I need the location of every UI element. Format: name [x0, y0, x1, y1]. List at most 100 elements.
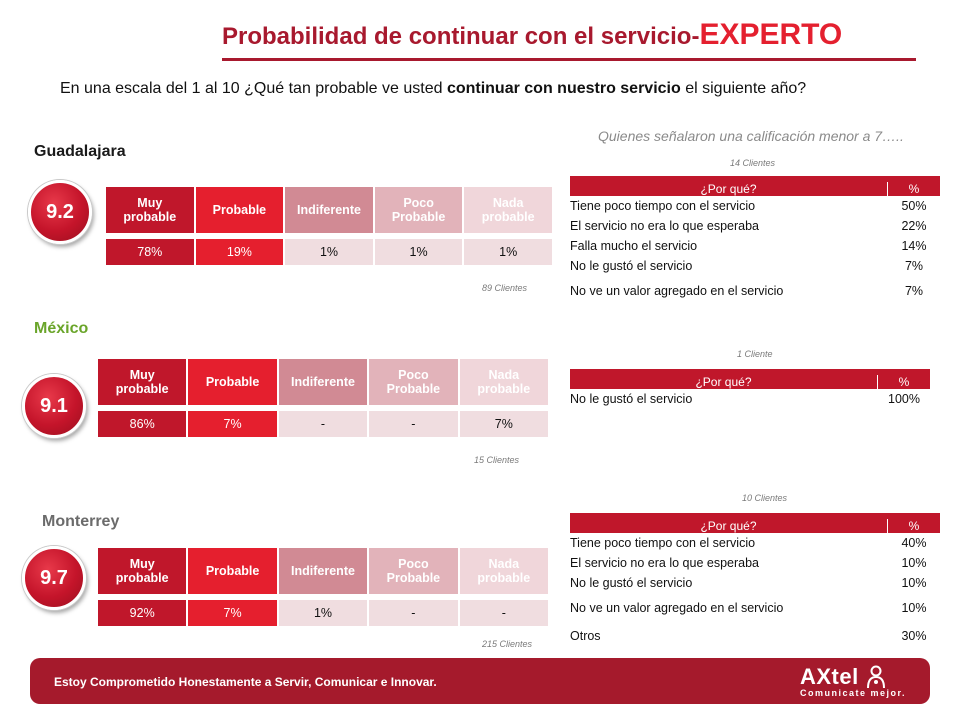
header-poco-probable: Poco Probable: [374, 187, 463, 233]
scale-table-monterrey: Muy probable Probable Indiferente Poco P…: [98, 548, 548, 626]
scale-table-guadalajara: Muy probable Probable Indiferente Poco P…: [106, 187, 552, 265]
reason-percent: 50%: [901, 199, 927, 213]
region-name-guadalajara: Guadalajara: [34, 143, 126, 160]
reasons-table-mexico: ¿Por qué?% No le gustó el servicio 100%: [570, 369, 930, 409]
question-text-end: el siguiente año?: [680, 80, 807, 97]
reason-percent: 7%: [904, 284, 924, 298]
reasons-note-mexico: 1 Cliente: [737, 349, 773, 359]
table-row: No le gustó el servicio 100%: [570, 389, 930, 409]
score-badge-monterrey: 9.7: [22, 546, 86, 610]
header-probable: Probable: [188, 359, 277, 405]
value-poco-probable: -: [369, 600, 458, 626]
reasons-note-guadalajara: 14 Clientes: [730, 158, 776, 168]
title-underline: [222, 58, 916, 61]
table-row: Tiene poco tiempo con el servicio 50%: [570, 196, 940, 216]
table-row: Falla mucho el servicio 14%: [570, 236, 940, 256]
reason-text: No ve un valor agregado en el servicio: [570, 284, 784, 298]
logo-tagline: Comunicate mejor.: [800, 688, 907, 698]
reason-text: No ve un valor agregado en el servicio: [570, 601, 784, 615]
value-probable: 7%: [188, 411, 277, 437]
reason-text: No le gustó el servicio: [570, 576, 693, 590]
header-poco-probable: Poco Probable: [369, 359, 458, 405]
table-row: No le gustó el servicio 10%: [570, 573, 940, 593]
reasons-table-guadalajara: ¿Por qué?% Tiene poco tiempo con el serv…: [570, 176, 940, 306]
header-muy-probable: Muy probable: [98, 359, 187, 405]
clients-note-monterrey: 215 Clientes: [482, 639, 533, 649]
header-indiferente: Indiferente: [285, 187, 373, 233]
reason-text: Tiene poco tiempo con el servicio: [570, 199, 756, 213]
reasons-header-percent: %: [908, 519, 920, 533]
table-row: No ve un valor agregado en el servicio 10…: [570, 593, 940, 623]
reasons-table-monterrey: ¿Por qué?% Tiene poco tiempo con el serv…: [570, 513, 940, 649]
survey-question: En una escala del 1 al 10 ¿Qué tan proba…: [60, 80, 806, 98]
reason-percent: 10%: [901, 556, 927, 570]
reason-text: No le gustó el servicio: [570, 392, 693, 406]
table-row: No le gustó el servicio 7%: [570, 256, 940, 276]
value-indiferente: 1%: [278, 600, 368, 626]
value-indiferente: -: [278, 411, 368, 437]
value-nada-probable: -: [459, 600, 548, 626]
reasons-header-question: ¿Por qué?: [570, 519, 888, 533]
reason-percent: 30%: [901, 629, 927, 643]
reason-text: No le gustó el servicio: [570, 259, 693, 273]
reason-percent: 40%: [901, 536, 927, 550]
reasons-header-question: ¿Por qué?: [570, 375, 878, 389]
score-badge-guadalajara: 9.2: [28, 180, 92, 244]
reason-text: Falla mucho el servicio: [570, 239, 698, 253]
table-row: Tiene poco tiempo con el servicio 40%: [570, 533, 940, 553]
score-badge-mexico: 9.1: [22, 374, 86, 438]
reason-text: Tiene poco tiempo con el servicio: [570, 536, 756, 550]
reason-percent: 10%: [901, 601, 927, 615]
reasons-header-question: ¿Por qué?: [570, 182, 888, 196]
clients-note-mexico: 15 Clientes: [474, 455, 520, 465]
value-muy-probable: 92%: [98, 600, 187, 626]
value-poco-probable: 1%: [374, 239, 463, 265]
clients-note-guadalajara: 89 Clientes: [482, 283, 528, 293]
reasons-header-percent: %: [898, 375, 910, 389]
reasons-header: ¿Por qué?%: [570, 513, 940, 533]
low-score-note: Quienes señalaron una calificación menor…: [598, 128, 904, 144]
value-muy-probable: 78%: [106, 239, 194, 265]
reasons-header: ¿Por qué?%: [570, 369, 930, 389]
header-nada-probable: Nada probable: [459, 548, 548, 594]
reasons-header-percent: %: [908, 182, 920, 196]
value-indiferente: 1%: [285, 239, 373, 265]
value-poco-probable: -: [369, 411, 458, 437]
value-probable: 19%: [195, 239, 284, 265]
header-probable: Probable: [195, 187, 284, 233]
title-main: Probabilidad de continuar con el servici…: [222, 23, 700, 50]
footer-slogan: Estoy Comprometido Honestamente a Servir…: [54, 675, 437, 689]
person-icon: [866, 665, 885, 689]
reason-percent: 100%: [888, 392, 920, 406]
reason-percent: 22%: [901, 219, 927, 233]
header-nada-probable: Nada probable: [464, 187, 552, 233]
reason-percent: 14%: [901, 239, 927, 253]
table-row: El servicio no era lo que esperaba 10%: [570, 553, 940, 573]
region-name-mexico: México: [34, 320, 89, 337]
value-muy-probable: 86%: [98, 411, 187, 437]
page-title: Probabilidad de continuar con el servici…: [222, 18, 842, 52]
table-row: El servicio no era lo que esperaba 22%: [570, 216, 940, 236]
header-indiferente: Indiferente: [278, 548, 368, 594]
header-probable: Probable: [188, 548, 277, 594]
reason-text: Otros: [570, 629, 601, 643]
table-row: No ve un valor agregado en el servicio 7%: [570, 276, 940, 306]
reason-text: El servicio no era lo que esperaba: [570, 219, 760, 233]
reasons-header: ¿Por qué?%: [570, 176, 940, 196]
reason-text: El servicio no era lo que esperaba: [570, 556, 760, 570]
title-emphasis: EXPERTO: [699, 18, 843, 51]
header-muy-probable: Muy probable: [106, 187, 194, 233]
header-nada-probable: Nada probable: [459, 359, 548, 405]
logo-brand: AXtel: [800, 664, 859, 689]
table-row: Otros 30%: [570, 623, 940, 649]
question-text-start: En una escala del 1 al 10 ¿Qué tan proba…: [60, 80, 447, 97]
question-text-bold: continuar con nuestro servicio: [446, 80, 681, 97]
value-nada-probable: 7%: [459, 411, 548, 437]
value-probable: 7%: [188, 600, 277, 626]
header-indiferente: Indiferente: [278, 359, 368, 405]
scale-table-mexico: Muy probable Probable Indiferente Poco P…: [98, 359, 548, 437]
axtel-logo: AXtel Comunicate mejor.: [800, 664, 906, 698]
reason-percent: 10%: [901, 576, 927, 590]
header-muy-probable: Muy probable: [98, 548, 187, 594]
footer-bar: [30, 658, 930, 704]
